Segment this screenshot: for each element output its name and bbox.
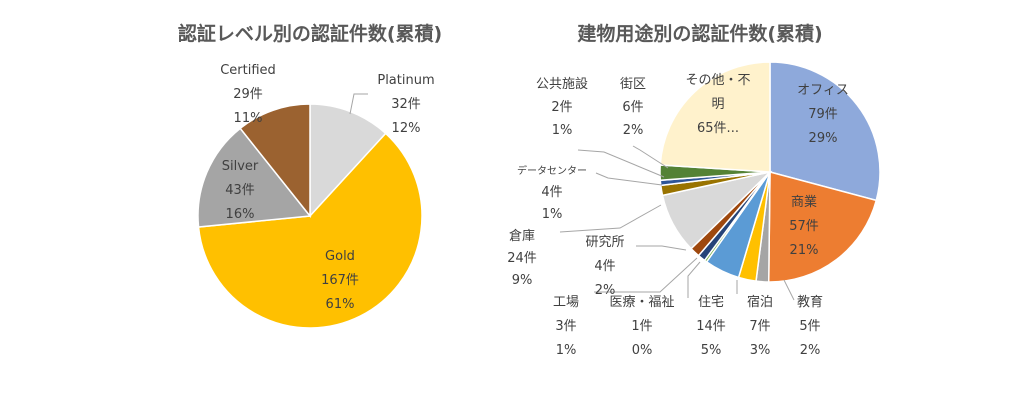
usage-label-5-pct-label: 0%	[632, 343, 653, 358]
usage-label-10-pct-label: 1%	[552, 123, 573, 138]
leader-platinum	[349, 93, 368, 115]
usage-label-9-pct-label: 1%	[542, 207, 563, 222]
level-label-1-pct-label: 61%	[326, 297, 355, 312]
usage-label-7-name: 研究所	[585, 235, 624, 250]
usage-label-0-pct-label: 29%	[809, 131, 838, 146]
usage-slice-1	[767, 171, 878, 283]
usage-label-5-count-label: 1件	[631, 319, 652, 334]
usage-label-2-pct-label: 2%	[800, 343, 821, 358]
level-label-0-count-label: 32件	[391, 97, 421, 112]
usage-label-11-pct-label: 2%	[623, 123, 644, 138]
usage-label-2-count-label: 5件	[799, 319, 820, 334]
leader-koukyou	[577, 149, 665, 178]
pie-chart-usage	[659, 61, 881, 283]
usage-label-3-name: 宿泊	[747, 294, 773, 310]
data-labels: Platinum 32件 12% Gold 167件 61% Silver 43件 16% Cer…	[220, 63, 849, 358]
usage-label-1-pct-label: 21%	[790, 243, 819, 258]
usage-slice-12	[659, 61, 771, 173]
level-slice-2	[197, 127, 312, 228]
usage-label-9-name: データセンター	[517, 164, 587, 177]
usage-label-5-name: 医療・福祉	[609, 295, 674, 310]
usage-label-12-name-line1: その他・不	[685, 73, 750, 88]
usage-label-6-name: 工場	[553, 295, 579, 310]
usage-label-1-count-label: 57件	[789, 219, 819, 234]
level-label-2-name: Silver	[222, 159, 259, 174]
usage-label-3-pct-label: 3%	[750, 343, 771, 358]
level-label-2-pct-label: 16%	[226, 207, 255, 222]
usage-label-4-name: 住宅	[698, 295, 724, 310]
usage-label-3-count-label: 7件	[749, 319, 770, 334]
level-label-2-count-label: 43件	[225, 183, 255, 198]
usage-label-4-count-label: 14件	[696, 319, 726, 334]
usage-label-2-name: 教育	[797, 294, 823, 310]
level-label-1-name: Gold	[325, 249, 355, 264]
usage-label-6-count-label: 3件	[555, 319, 576, 334]
leader-kenkyujo	[636, 245, 687, 251]
usage-label-0-count-label: 79件	[808, 107, 838, 122]
usage-label-8-name: 倉庫	[509, 229, 535, 244]
usage-label-8-count-label: 24件	[507, 251, 537, 266]
usage-label-7-count-label: 4件	[594, 259, 615, 274]
level-slice-1	[197, 132, 423, 329]
level-label-3-name: Certified	[220, 63, 276, 78]
usage-label-1-name: 商業	[791, 194, 817, 210]
usage-label-10-count-label: 2件	[551, 100, 572, 115]
level-label-1-count-label: 167件	[321, 273, 359, 288]
usage-label-8-pct-label: 9%	[512, 273, 533, 288]
usage-label-7-pct-label: 2%	[595, 283, 616, 298]
level-label-3-count-label: 29件	[233, 87, 263, 102]
usage-label-12-count-label: 65件...	[697, 121, 739, 136]
leader-souko	[559, 204, 662, 233]
usage-label-6-pct-label: 1%	[556, 343, 577, 358]
level-label-0-name: Platinum	[377, 73, 434, 88]
usage-label-4-pct-label: 5%	[701, 343, 722, 358]
leader-koujou	[594, 257, 698, 293]
level-label-3-pct-label: 11%	[234, 111, 263, 126]
leader-kyouiku	[783, 279, 795, 301]
level-label-0-pct-label: 12%	[392, 121, 421, 136]
usage-label-0-name: オフィス	[797, 83, 849, 98]
usage-label-11-count-label: 6件	[622, 100, 643, 115]
chart-title-level: 認証レベル別の認証件数(累積)	[178, 22, 442, 45]
level-slice-3	[239, 103, 311, 219]
leader-iryou	[687, 261, 701, 298]
leader-gaiku	[632, 145, 669, 169]
chart-title-usage: 建物用途別の認証件数(累積)	[577, 22, 822, 45]
usage-label-9-count-label: 4件	[541, 185, 562, 200]
usage-slice-0	[769, 61, 881, 202]
pie-chart-level	[197, 103, 423, 329]
usage-label-11-name: 街区	[620, 77, 646, 92]
usage-label-12-name-line2: 明	[711, 97, 724, 112]
usage-label-10-name: 公共施設	[536, 76, 588, 92]
leader-datacenter	[595, 172, 663, 186]
leader-lines	[349, 93, 795, 301]
